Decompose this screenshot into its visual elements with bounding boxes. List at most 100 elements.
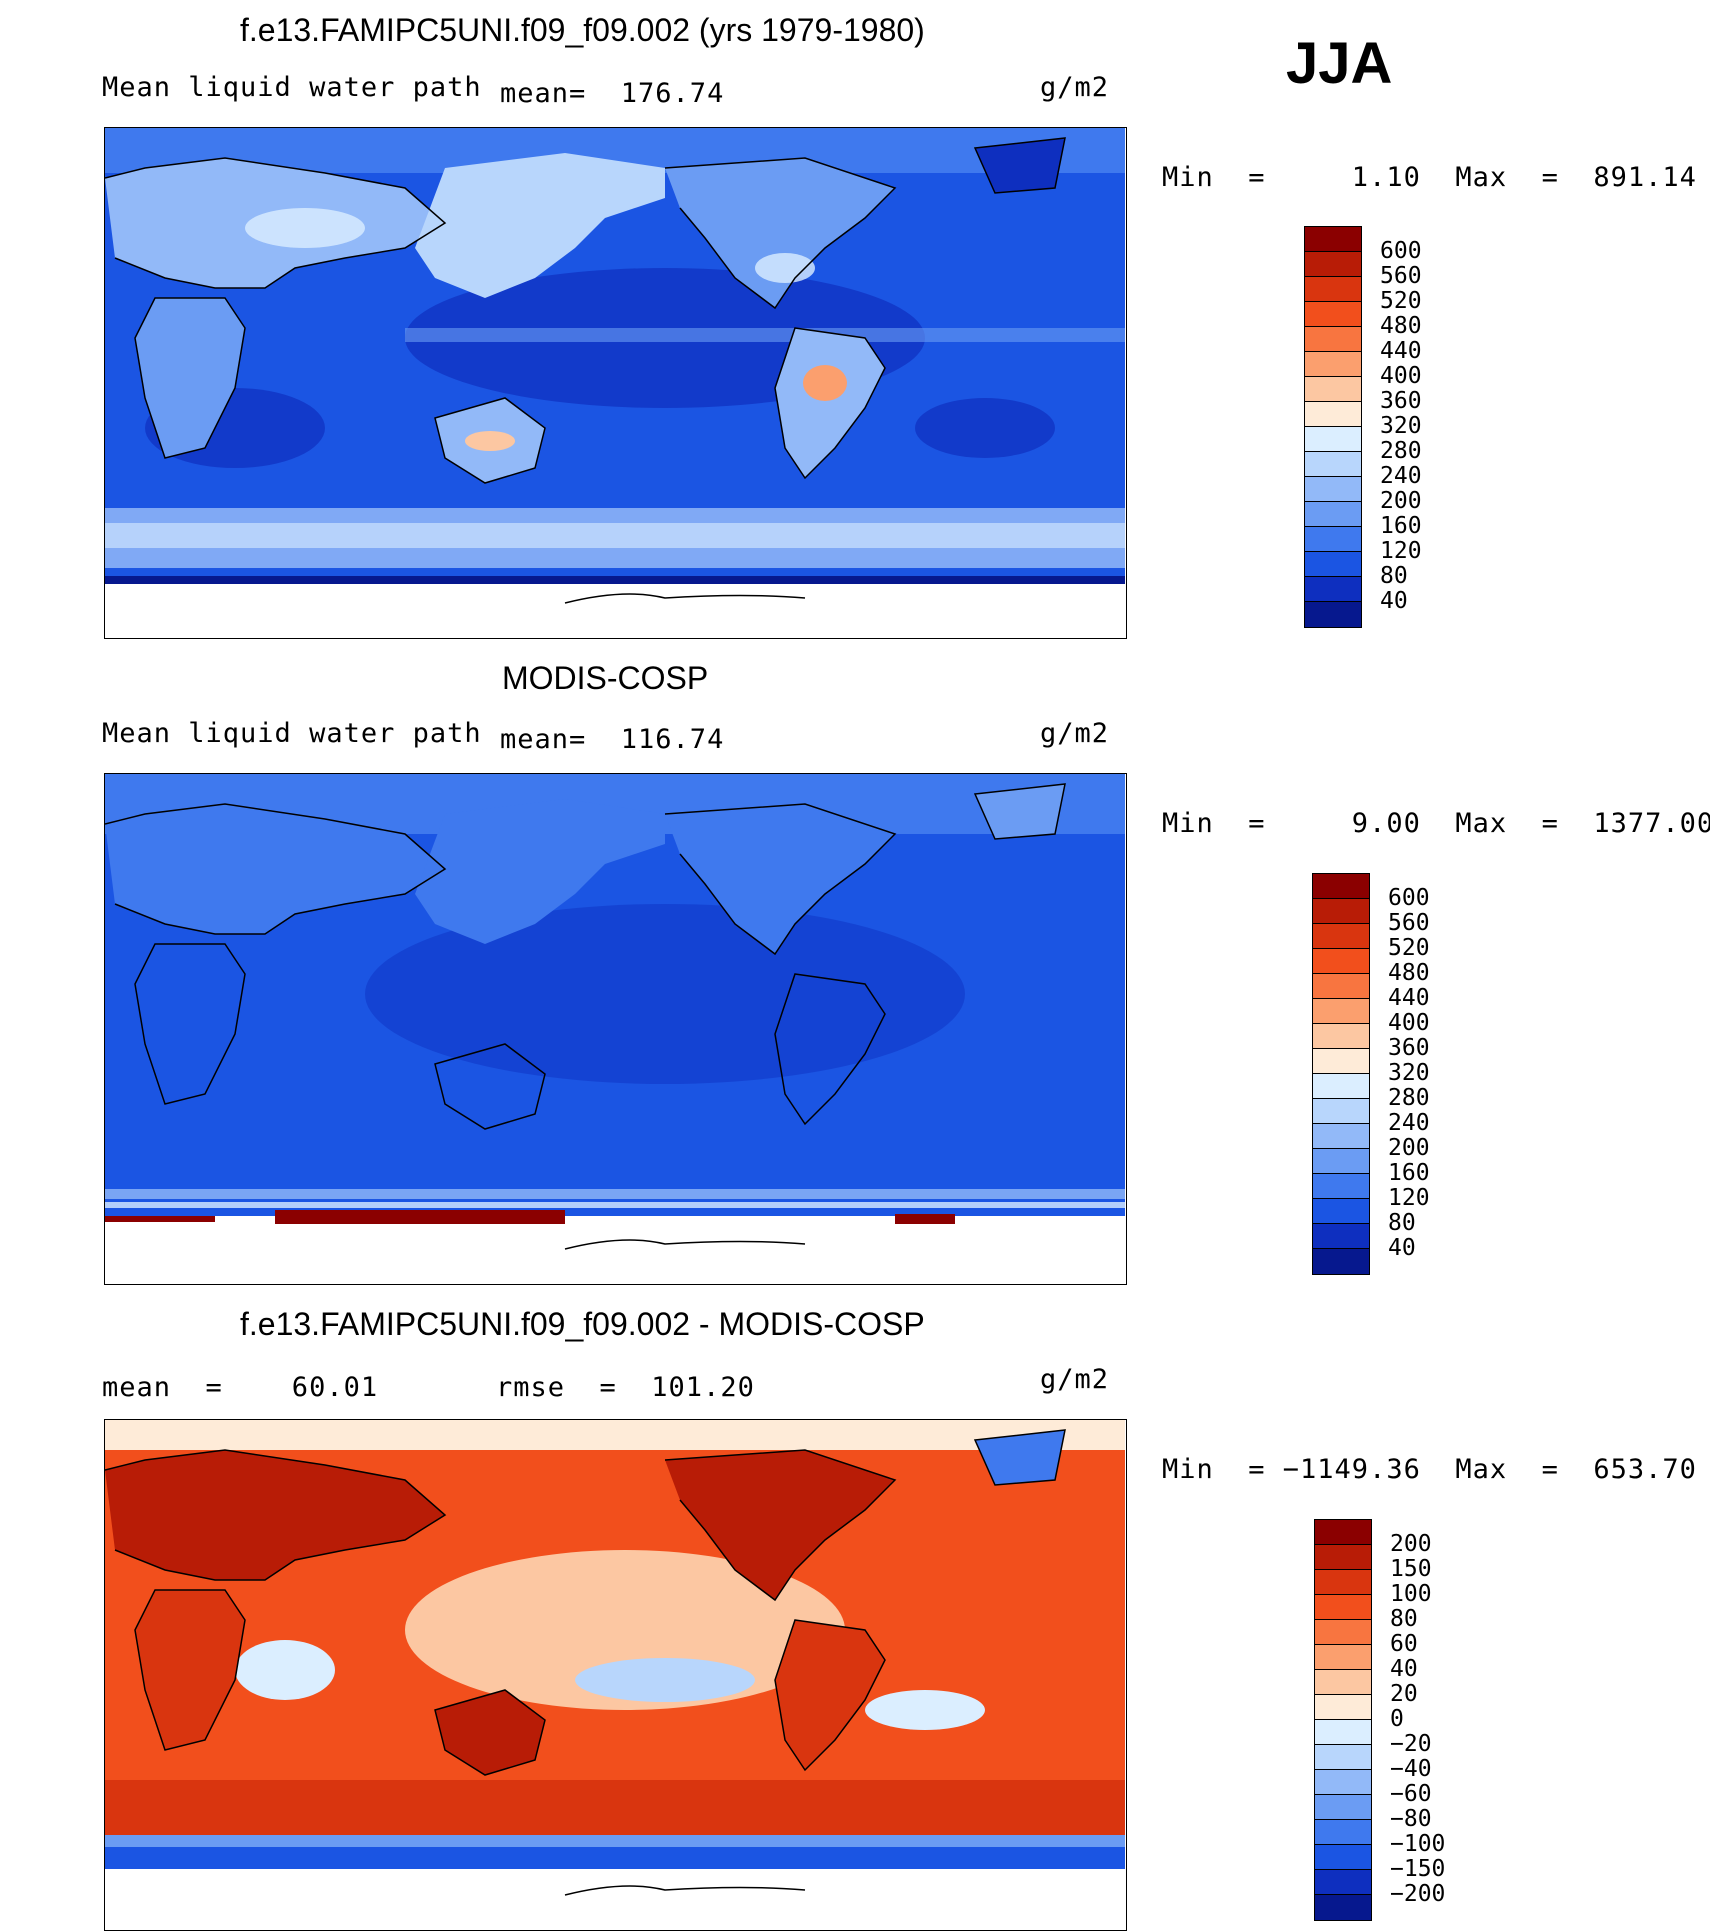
colorbar-swatch <box>1313 1099 1369 1124</box>
colorbar-swatch <box>1315 1720 1371 1745</box>
colorbar-swatch <box>1313 1174 1369 1199</box>
colorbar-swatch <box>1315 1870 1371 1895</box>
colorbar-swatch <box>1305 352 1361 377</box>
colorbar-tick-label: 200 <box>1380 488 1422 514</box>
panel2-units: g/m2 <box>1040 718 1110 749</box>
colorbar-tick-label: 440 <box>1380 338 1422 364</box>
colorbar-swatch <box>1313 949 1369 974</box>
colorbar-swatch <box>1305 402 1361 427</box>
colorbar-tick-label: 120 <box>1380 538 1422 564</box>
colorbar-swatch <box>1315 1895 1371 1920</box>
panel2-left-label: Mean liquid water path <box>102 718 482 749</box>
colorbar-swatch <box>1315 1770 1371 1795</box>
colorbar-tick-label: 480 <box>1388 960 1430 986</box>
panel1-title: f.e13.FAMIPC5UNI.f09_f09.002 (yrs 1979-1… <box>240 12 925 48</box>
colorbar-tick-label: 80 <box>1388 1210 1416 1236</box>
colorbar-swatch <box>1313 924 1369 949</box>
colorbar-tick-label: −60 <box>1390 1781 1432 1807</box>
colorbar-tick-label: 560 <box>1388 910 1430 936</box>
colorbar-swatch <box>1315 1745 1371 1770</box>
colorbar-swatch <box>1313 874 1369 899</box>
colorbar-tick-label: 160 <box>1388 1160 1430 1186</box>
colorbar-tick-label: 360 <box>1380 388 1422 414</box>
colorbar-swatch <box>1313 1249 1369 1274</box>
colorbar-tick-label: 560 <box>1380 263 1422 289</box>
colorbar-tick-label: −100 <box>1390 1831 1446 1857</box>
colorbar-swatch <box>1315 1545 1371 1570</box>
colorbar-tick-label: 520 <box>1388 935 1430 961</box>
colorbar-swatch <box>1313 999 1369 1024</box>
panel1-minmax: Min = 1.10 Max = 891.14 <box>1162 162 1697 193</box>
colorbar-tick-label: 200 <box>1388 1135 1430 1161</box>
colorbar-tick-label: −20 <box>1390 1731 1432 1757</box>
colorbar-swatch <box>1315 1595 1371 1620</box>
colorbar-tick-label: 40 <box>1388 1235 1416 1261</box>
panel1-mean-label: mean= 176.74 <box>500 78 725 109</box>
colorbar-tick-label: −200 <box>1390 1881 1446 1907</box>
colorbar-swatch <box>1305 552 1361 577</box>
colorbar-tick-label: 160 <box>1380 513 1422 539</box>
colorbar-swatch <box>1313 1049 1369 1074</box>
colorbar-swatch <box>1315 1845 1371 1870</box>
panel1-map-field <box>105 128 1125 637</box>
colorbar-tick-label: 280 <box>1388 1085 1430 1111</box>
colorbar-tick-label: 60 <box>1390 1631 1418 1657</box>
panel2-mean-label: mean= 116.74 <box>500 724 725 755</box>
colorbar-swatch <box>1315 1695 1371 1720</box>
colorbar-tick-label: 600 <box>1380 238 1422 264</box>
season-label: JJA <box>1286 31 1393 96</box>
colorbar-tick-label: −150 <box>1390 1856 1446 1882</box>
colorbar-tick-label: 80 <box>1390 1606 1418 1632</box>
panel3-colorbar-swatches <box>1314 1519 1372 1921</box>
colorbar-swatch <box>1313 1224 1369 1249</box>
panel3-minmax: Min = −1149.36 Max = 653.70 <box>1162 1454 1697 1485</box>
colorbar-swatch <box>1315 1670 1371 1695</box>
colorbar-swatch <box>1305 302 1361 327</box>
colorbar-swatch <box>1305 602 1361 627</box>
colorbar-tick-label: 100 <box>1390 1581 1432 1607</box>
colorbar-swatch <box>1315 1820 1371 1845</box>
panel1-colorbar-swatches <box>1304 226 1362 628</box>
colorbar-swatch <box>1305 477 1361 502</box>
colorbar-swatch <box>1305 252 1361 277</box>
colorbar-swatch <box>1313 974 1369 999</box>
colorbar-tick-label: 400 <box>1388 1010 1430 1036</box>
panel2-map-field <box>105 774 1125 1283</box>
colorbar-swatch <box>1313 1199 1369 1224</box>
colorbar-swatch <box>1315 1620 1371 1645</box>
colorbar-tick-label: 320 <box>1388 1060 1430 1086</box>
colorbar-tick-label: 360 <box>1388 1035 1430 1061</box>
colorbar-swatch <box>1315 1570 1371 1595</box>
colorbar-tick-label: 200 <box>1390 1531 1432 1557</box>
panel1-left-label: Mean liquid water path <box>102 72 482 103</box>
colorbar-swatch <box>1315 1795 1371 1820</box>
panel3-title: f.e13.FAMIPC5UNI.f09_f09.002 - MODIS-COS… <box>240 1306 925 1342</box>
colorbar-swatch <box>1305 227 1361 252</box>
panel3-rmse-label: rmse = 101.20 <box>496 1372 755 1403</box>
colorbar-swatch <box>1305 427 1361 452</box>
colorbar-swatch <box>1313 1024 1369 1049</box>
colorbar-tick-label: 40 <box>1380 588 1408 614</box>
colorbar-tick-label: 400 <box>1380 363 1422 389</box>
panel2-colorbar-swatches <box>1312 873 1370 1275</box>
panel2-title: MODIS-COSP <box>502 660 709 696</box>
colorbar-swatch <box>1305 502 1361 527</box>
panel1-units: g/m2 <box>1040 72 1110 103</box>
panel3-units: g/m2 <box>1040 1364 1110 1395</box>
panel3-map-field <box>105 1420 1125 1929</box>
panel3-map <box>104 1419 1127 1931</box>
colorbar-tick-label: 440 <box>1388 985 1430 1011</box>
colorbar-swatch <box>1313 899 1369 924</box>
colorbar-tick-label: −80 <box>1390 1806 1432 1832</box>
colorbar-tick-label: 120 <box>1388 1185 1430 1211</box>
colorbar-swatch <box>1305 452 1361 477</box>
colorbar-tick-label: 600 <box>1388 885 1430 911</box>
colorbar-swatch <box>1305 527 1361 552</box>
colorbar-swatch <box>1305 277 1361 302</box>
colorbar-tick-label: −40 <box>1390 1756 1432 1782</box>
panel1-map <box>104 127 1127 639</box>
colorbar-tick-label: 0 <box>1390 1706 1404 1732</box>
colorbar-tick-label: 80 <box>1380 563 1408 589</box>
colorbar-swatch <box>1313 1074 1369 1099</box>
panel3-mean-label: mean = 60.01 <box>102 1372 379 1403</box>
